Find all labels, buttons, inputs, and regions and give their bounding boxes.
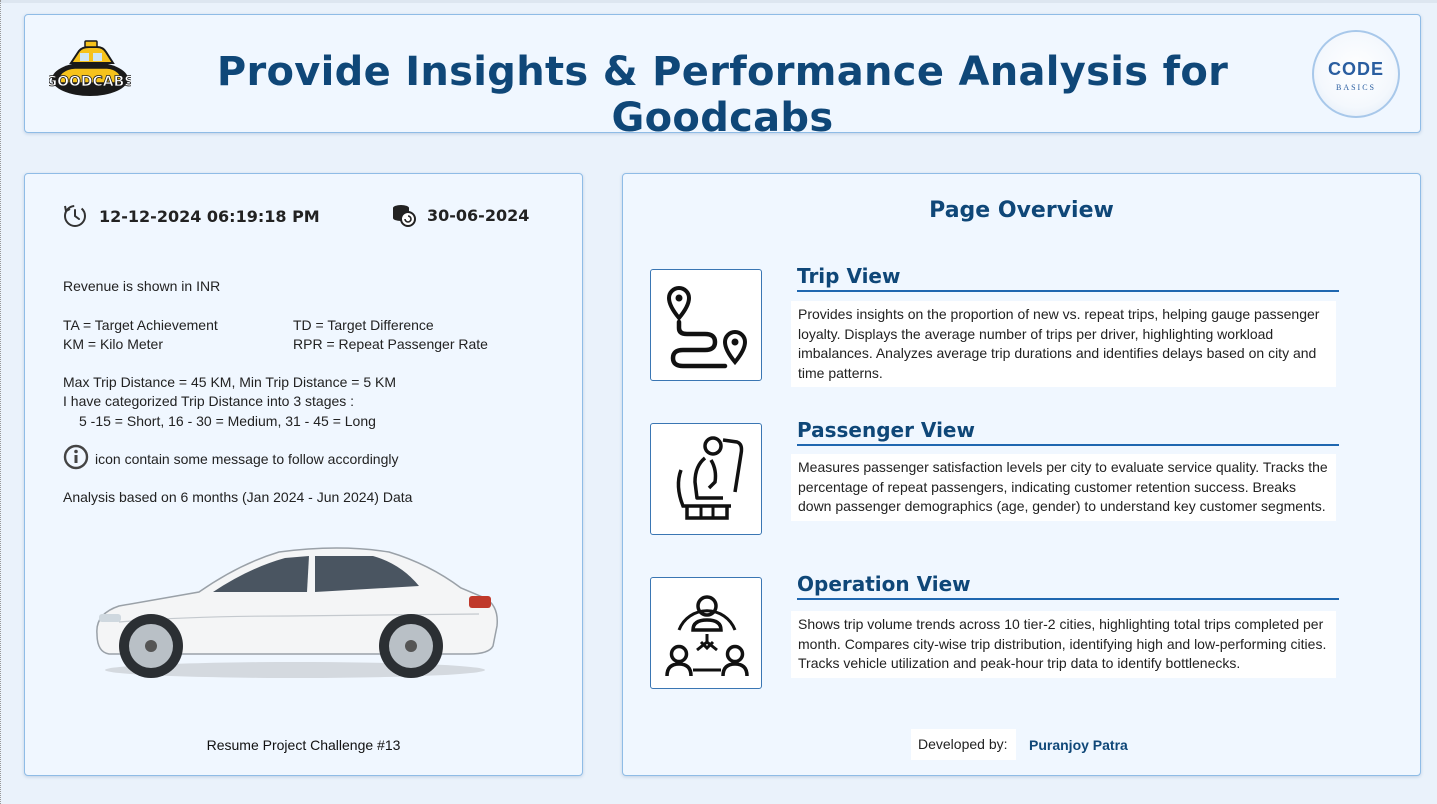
goodcabs-logo: GOODCABS bbox=[45, 35, 135, 103]
header-card: GOODCABS Provide Insights & Performance … bbox=[24, 14, 1421, 141]
canvas-top-strip bbox=[0, 0, 1437, 3]
svg-text:GOODCABS: GOODCABS bbox=[49, 74, 131, 90]
info-icon bbox=[63, 444, 89, 473]
developer-name: Puranjoy Patra bbox=[1029, 737, 1128, 753]
data-date-stamp: 30-06-2024 bbox=[391, 202, 529, 228]
abbreviation-km: KM = Kilo Meter bbox=[63, 336, 163, 352]
trip-view-description: Provides insights on the proportion of n… bbox=[791, 301, 1336, 387]
refresh-stamp: 12-12-2024 06:19:18 PM bbox=[61, 202, 320, 230]
passenger-view-icon-tile bbox=[650, 423, 762, 535]
overview-card: Page Overview Trip View Provides insight… bbox=[622, 173, 1421, 776]
coin-stack-icon bbox=[391, 202, 417, 228]
challenge-label: Resume Project Challenge #13 bbox=[206, 737, 401, 753]
team-network-icon bbox=[665, 595, 749, 677]
revenue-note: Revenue is shown in INR bbox=[63, 278, 221, 294]
passenger-view-title: Passenger View bbox=[797, 418, 1339, 446]
abbreviation-rpr: RPR = Repeat Passenger Rate bbox=[293, 336, 488, 352]
distance-range-note: Max Trip Distance = 45 KM, Min Trip Dist… bbox=[63, 374, 397, 390]
trip-view-title: Trip View bbox=[797, 264, 1339, 292]
codebasics-logo-sub: BASICS bbox=[1335, 83, 1376, 92]
analysis-note: Analysis based on 6 months (Jan 2024 - J… bbox=[63, 489, 413, 505]
operation-view-title: Operation View bbox=[797, 572, 1339, 600]
operation-view-icon-tile bbox=[650, 577, 762, 689]
operation-view-description: Shows trip volume trends across 10 tier-… bbox=[791, 611, 1336, 678]
trip-view-icon-tile bbox=[650, 269, 762, 381]
info-note-text: icon contain some message to follow acco… bbox=[95, 450, 399, 467]
canvas-edge bbox=[0, 0, 1, 804]
codebasics-logo-word: CODE bbox=[1327, 59, 1384, 79]
distance-category-note: I have categorized Trip Distance into 3 … bbox=[63, 393, 355, 409]
codebasics-logo: CODE BASICS bbox=[1312, 30, 1400, 118]
developed-by-label: Developed by: bbox=[911, 729, 1016, 760]
data-date: 30-06-2024 bbox=[427, 205, 530, 225]
distance-stages-note: 5 -15 = Short, 16 - 30 = Medium, 31 - 45… bbox=[79, 413, 376, 429]
overview-title: Page Overview bbox=[929, 198, 1114, 223]
info-icon-note: icon contain some message to follow acco… bbox=[63, 444, 399, 473]
route-icon bbox=[666, 285, 748, 369]
car-image bbox=[89, 542, 501, 682]
abbreviation-ta: TA = Target Achievement bbox=[63, 317, 218, 333]
info-card: 12-12-2024 06:19:18 PM 30-06-2024 Revenu… bbox=[24, 173, 583, 776]
passenger-view-description: Measures passenger satisfaction levels p… bbox=[791, 454, 1336, 521]
passenger-seat-icon bbox=[676, 436, 744, 520]
clock-refresh-icon bbox=[61, 202, 89, 230]
refresh-timestamp: 12-12-2024 06:19:18 PM bbox=[99, 206, 320, 226]
page-title: Provide Insights & Performance Analysis … bbox=[216, 49, 1229, 141]
abbreviation-td: TD = Target Difference bbox=[293, 317, 434, 333]
